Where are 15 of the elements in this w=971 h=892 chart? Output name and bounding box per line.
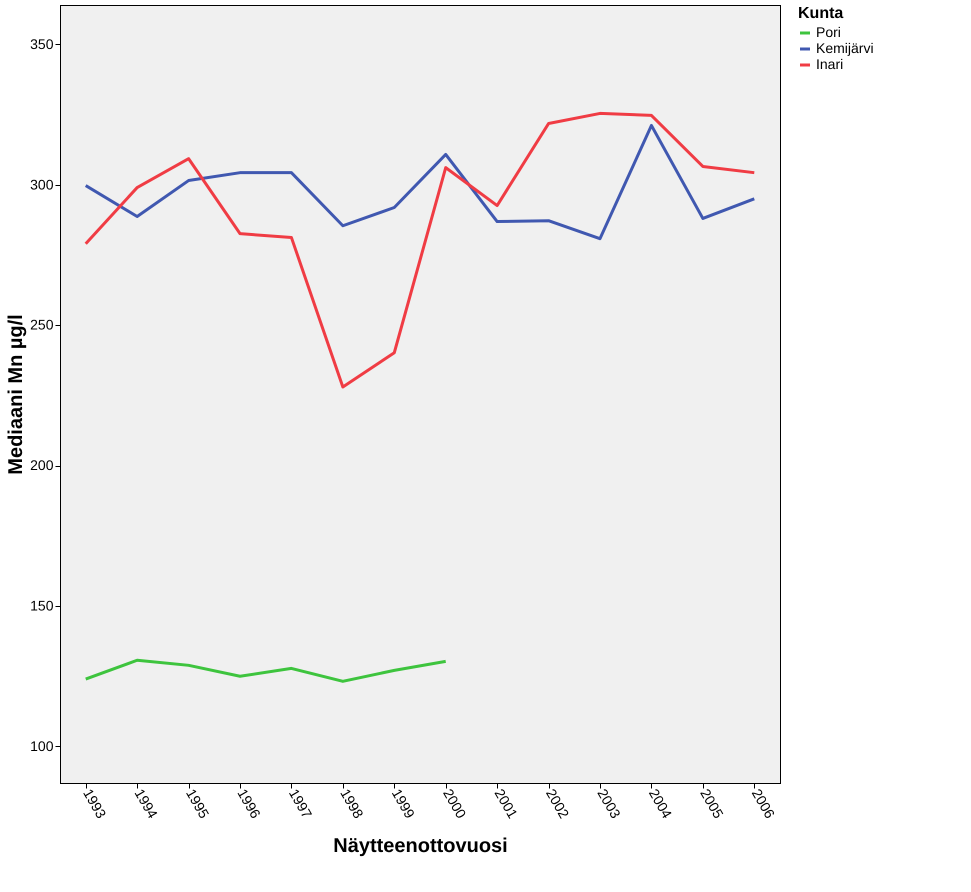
y-tick-label: 350 [30, 36, 54, 52]
legend-label: Kemijärvi [816, 40, 874, 56]
y-tick-label: 200 [30, 457, 54, 474]
legend-title: Kunta [798, 5, 844, 22]
legend-label: Pori [816, 24, 841, 40]
y-tick-label: 150 [30, 598, 54, 614]
line-series [84, 658, 448, 683]
line-series [84, 124, 756, 240]
y-tick-label: 250 [30, 316, 54, 333]
y-tick-label: 100 [30, 738, 54, 754]
legend-label: Inari [816, 56, 844, 72]
y-axis-title: Mediaani Mn µg/l [5, 314, 28, 475]
x-axis-title: Näytteenottovuosi [333, 834, 508, 857]
line-series [84, 112, 756, 388]
y-tick-label: 300 [30, 176, 54, 192]
